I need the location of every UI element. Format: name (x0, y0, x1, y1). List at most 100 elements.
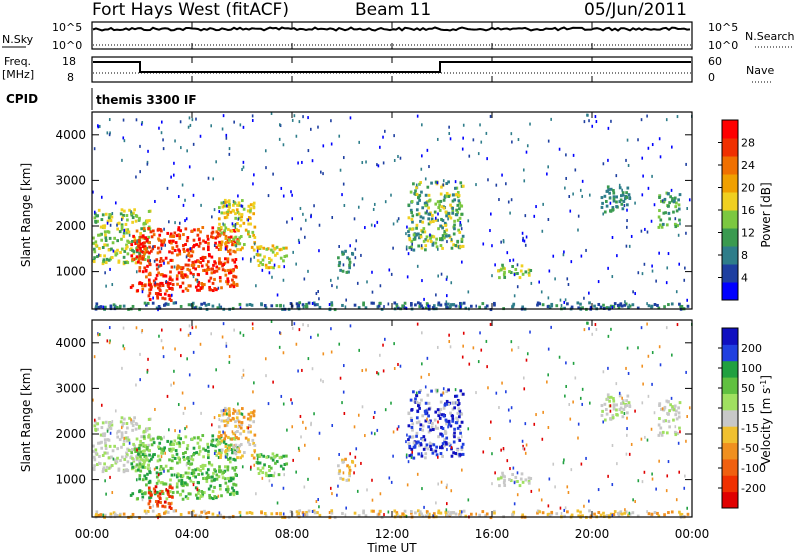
velocity-cell (393, 509, 397, 513)
power-cell (443, 195, 447, 199)
power-cell (161, 259, 165, 263)
velocity-cell (225, 488, 228, 492)
velocity-cell (136, 497, 140, 501)
power-cell (282, 278, 285, 282)
power-cell (172, 173, 175, 177)
power-cell (460, 239, 464, 243)
velocity-cell (213, 451, 216, 455)
power-cell (282, 194, 285, 198)
power-cell (410, 200, 414, 204)
power-cell (667, 303, 670, 307)
power-cell (460, 302, 463, 306)
power-cell (348, 257, 351, 261)
velocity-cell (484, 514, 487, 518)
power-cell (501, 266, 505, 270)
power-cell (142, 222, 146, 226)
power-cell (558, 147, 561, 151)
velocity-cell (185, 463, 188, 467)
velocity-cell (148, 471, 152, 475)
power-cell (183, 250, 186, 254)
velocity-cell (536, 511, 539, 515)
velocity-cell (459, 428, 462, 432)
power-cell (624, 300, 626, 304)
velocity-cell (239, 514, 242, 518)
cpid-text: themis 3300 IF (96, 93, 197, 107)
power-cell (163, 303, 166, 307)
power-cell (169, 232, 173, 236)
velocity-cell (657, 423, 661, 427)
power-cell (666, 266, 669, 270)
velocity-cell (379, 509, 382, 513)
colorbar-segment (722, 475, 738, 493)
velocity-cell (293, 322, 296, 326)
power-cell (431, 243, 435, 247)
power-cell (259, 261, 263, 265)
power-cell (249, 259, 252, 263)
velocity-cell (94, 448, 98, 452)
power-cell (153, 259, 156, 263)
velocity-cell (624, 508, 626, 512)
power-cell (550, 302, 554, 306)
power-cell (100, 238, 104, 242)
velocity-cell (97, 461, 100, 465)
velocity-cell (189, 331, 192, 335)
power-cell (417, 244, 421, 248)
velocity-cell (489, 322, 492, 326)
power-cell (437, 206, 441, 210)
velocity-cell (418, 444, 421, 448)
velocity-cell (658, 459, 660, 463)
velocity-cell (232, 445, 235, 449)
power-cell (106, 131, 109, 135)
power-cell (407, 230, 410, 234)
velocity-cell (131, 424, 135, 428)
power-cell (163, 297, 167, 301)
velocity-cell (424, 409, 428, 413)
power-cell (362, 301, 365, 305)
velocity-cell (444, 510, 448, 514)
velocity-cell (214, 444, 218, 448)
power-cell (437, 227, 440, 231)
power-cell (253, 242, 256, 246)
velocity-cell (229, 418, 233, 422)
power-cell (155, 273, 159, 277)
velocity-cell (336, 493, 338, 497)
power-cell (307, 269, 309, 273)
velocity-cell (178, 429, 181, 433)
power-cell (192, 273, 195, 277)
velocity-cell (453, 431, 456, 435)
power-cell (653, 303, 657, 307)
velocity-cell (129, 455, 133, 459)
velocity-cell (133, 416, 136, 420)
velocity-cell (171, 501, 173, 505)
power-cell (213, 260, 216, 264)
power-cell (106, 221, 109, 225)
power-cell (192, 275, 195, 279)
power-cell (156, 292, 160, 296)
velocity-cell (434, 410, 438, 414)
velocity-cell (441, 434, 444, 438)
power-cell (421, 216, 425, 220)
power-cell (462, 123, 465, 127)
power-cell (407, 234, 411, 238)
power-cell (109, 304, 113, 308)
velocity-cell (270, 512, 274, 516)
power-cell (302, 212, 304, 216)
velocity-cell (106, 438, 110, 442)
power-cell (431, 234, 434, 238)
velocity-cell (92, 468, 96, 472)
power-cell (154, 277, 158, 281)
power-cell (185, 217, 188, 221)
velocity-cell (356, 489, 359, 493)
power-cell (416, 232, 420, 236)
power-cell (169, 298, 173, 302)
velocity-cell (227, 446, 231, 450)
colorbar-tick-label: 24 (741, 159, 755, 172)
velocity-cell (134, 469, 138, 473)
power-cell (416, 301, 420, 305)
velocity-cell (253, 381, 255, 385)
velocity-cell (174, 509, 178, 513)
velocity-cell (541, 511, 545, 515)
power-cell (508, 270, 511, 274)
power-cell (525, 150, 528, 154)
velocity-cell (197, 446, 201, 450)
